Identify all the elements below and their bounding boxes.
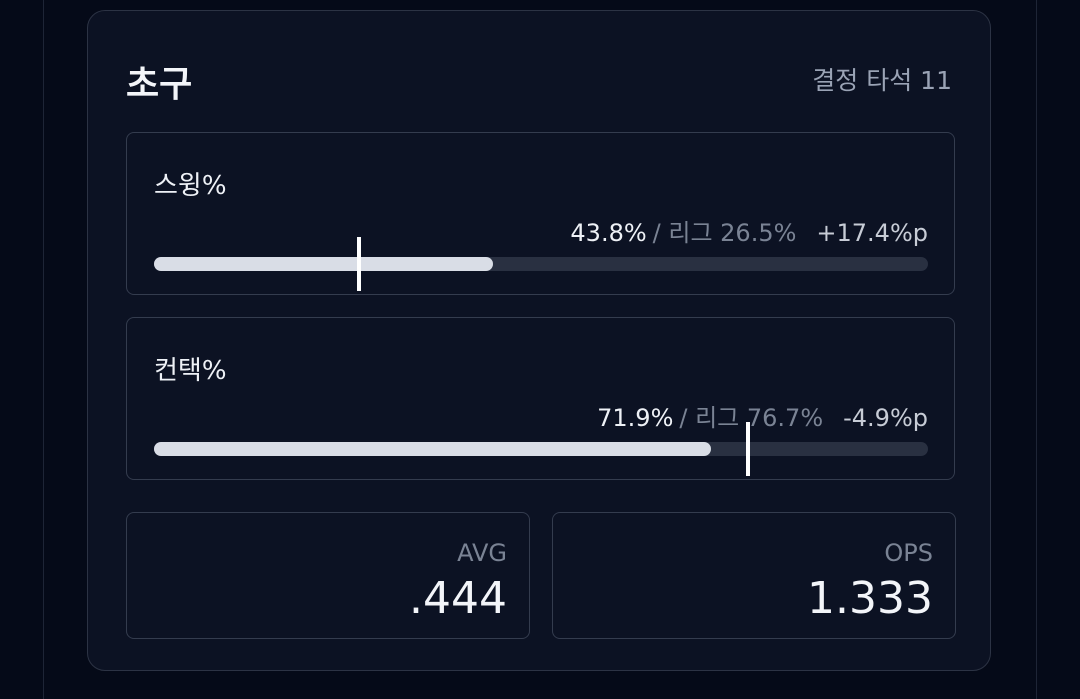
bar-track (154, 237, 928, 291)
bar-track (154, 422, 928, 476)
card-subtitle: 결정 타석 11 (812, 66, 952, 95)
metric-diff: +17.4%p (816, 219, 928, 247)
metric-values: 71.9% / 리그 76.7% -4.9%p (597, 398, 928, 433)
metric-value: 43.8% (570, 219, 647, 247)
league-value: / 리그 76.7% (679, 404, 824, 432)
metric-values: 43.8% / 리그 26.5% +17.4%p (570, 213, 928, 248)
card-title: 초구 (126, 64, 193, 105)
league-marker (357, 237, 362, 291)
card: 초구 결정 타석 11 스윙% 43.8% / 리그 26.5% +17.4%p 컨택%… (87, 10, 991, 671)
stat-value: 1.333 (807, 573, 933, 624)
metric-value: 71.9% (597, 404, 674, 432)
stat-box: OPS 1.333 (552, 512, 956, 639)
frame-line (1036, 0, 1037, 699)
bar (154, 257, 493, 271)
metric-box: 컨택% 71.9% / 리그 76.7% -4.9%p (126, 317, 955, 480)
metric-label: 컨택% (154, 356, 227, 386)
bar (154, 442, 711, 456)
stat-label: AVG (457, 539, 507, 567)
frame-line (43, 0, 44, 699)
metric-diff: -4.9%p (843, 404, 928, 432)
metric-box: 스윙% 43.8% / 리그 26.5% +17.4%p (126, 132, 955, 295)
stat-label: OPS (884, 539, 933, 567)
stat-box: AVG .444 (126, 512, 530, 639)
stat-value: .444 (409, 573, 507, 624)
league-marker (745, 422, 750, 476)
metric-label: 스윙% (154, 171, 227, 201)
league-value: / 리그 26.5% (652, 219, 797, 247)
